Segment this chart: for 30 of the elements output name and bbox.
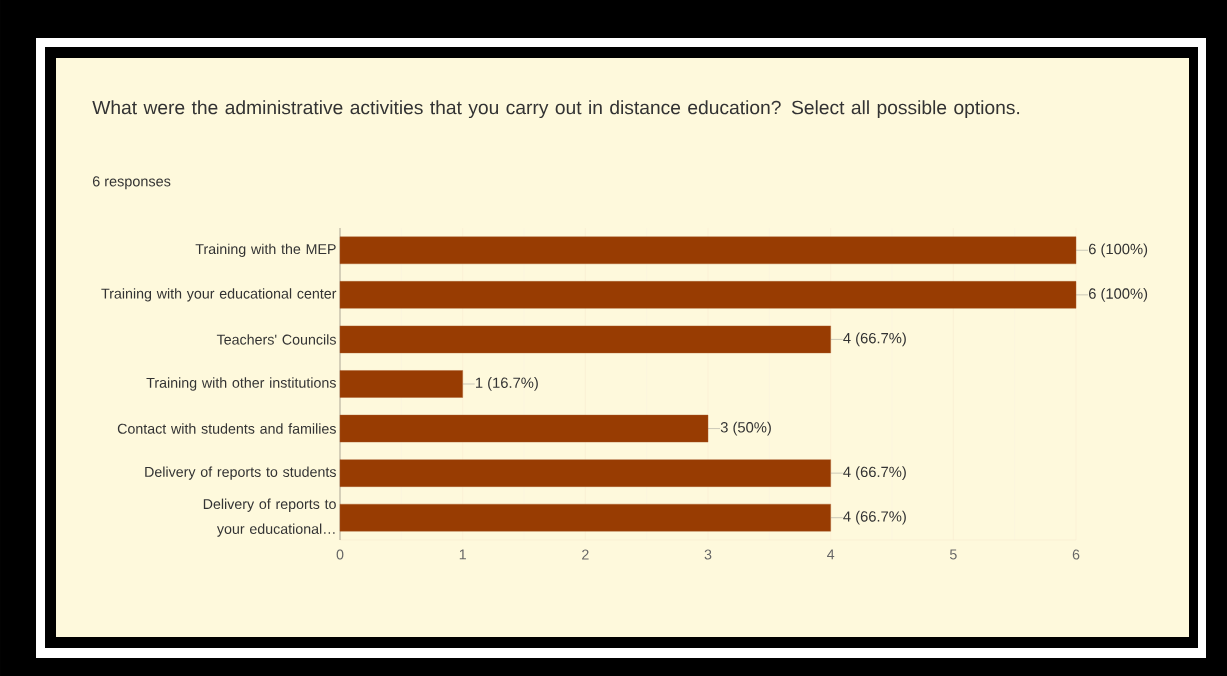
- bar: [339, 459, 831, 487]
- y-tick-label: Training with your educational center: [101, 288, 337, 302]
- bar: [339, 325, 831, 354]
- bar: [339, 236, 1077, 264]
- x-tick-label: 2: [582, 549, 589, 560]
- y-tick-label: Training with other institutions: [146, 377, 336, 391]
- data-label: 4 (66.7%): [843, 466, 906, 480]
- x-tick-label: 6: [1072, 549, 1080, 560]
- chart-title: What were the administrative activities that you carry out in distance education? Select all possible options.: [92, 100, 1020, 119]
- y-tick-label: Delivery of reports to your educational…: [203, 498, 336, 537]
- y-tick-label: Contact with students and families: [117, 423, 336, 434]
- x-tick-label: 4: [827, 549, 835, 560]
- y-tick-label: Training with the MEP: [195, 243, 336, 257]
- text: 6 responses: [92, 176, 171, 190]
- y-tick-label: Teachers' Councils: [216, 334, 336, 345]
- bar: [339, 504, 831, 532]
- data-label: 6 (100%): [1088, 243, 1148, 258]
- bar: [339, 370, 463, 398]
- data-label: 6 (100%): [1088, 287, 1148, 302]
- x-tick-label: 3: [704, 549, 712, 560]
- bar: [339, 414, 709, 443]
- bar: [339, 281, 1077, 309]
- data-label: 4 (66.7%): [843, 332, 906, 347]
- x-tick-label: 0: [336, 549, 344, 560]
- x-tick-label: 5: [949, 549, 957, 560]
- data-label: 1 (16.7%): [476, 377, 538, 391]
- data-label: 3 (50%): [720, 421, 771, 436]
- y-tick-label: Delivery of reports to students: [145, 466, 336, 480]
- data-label: 4 (66.7%): [843, 510, 906, 525]
- x-tick-label: 1: [459, 549, 466, 560]
